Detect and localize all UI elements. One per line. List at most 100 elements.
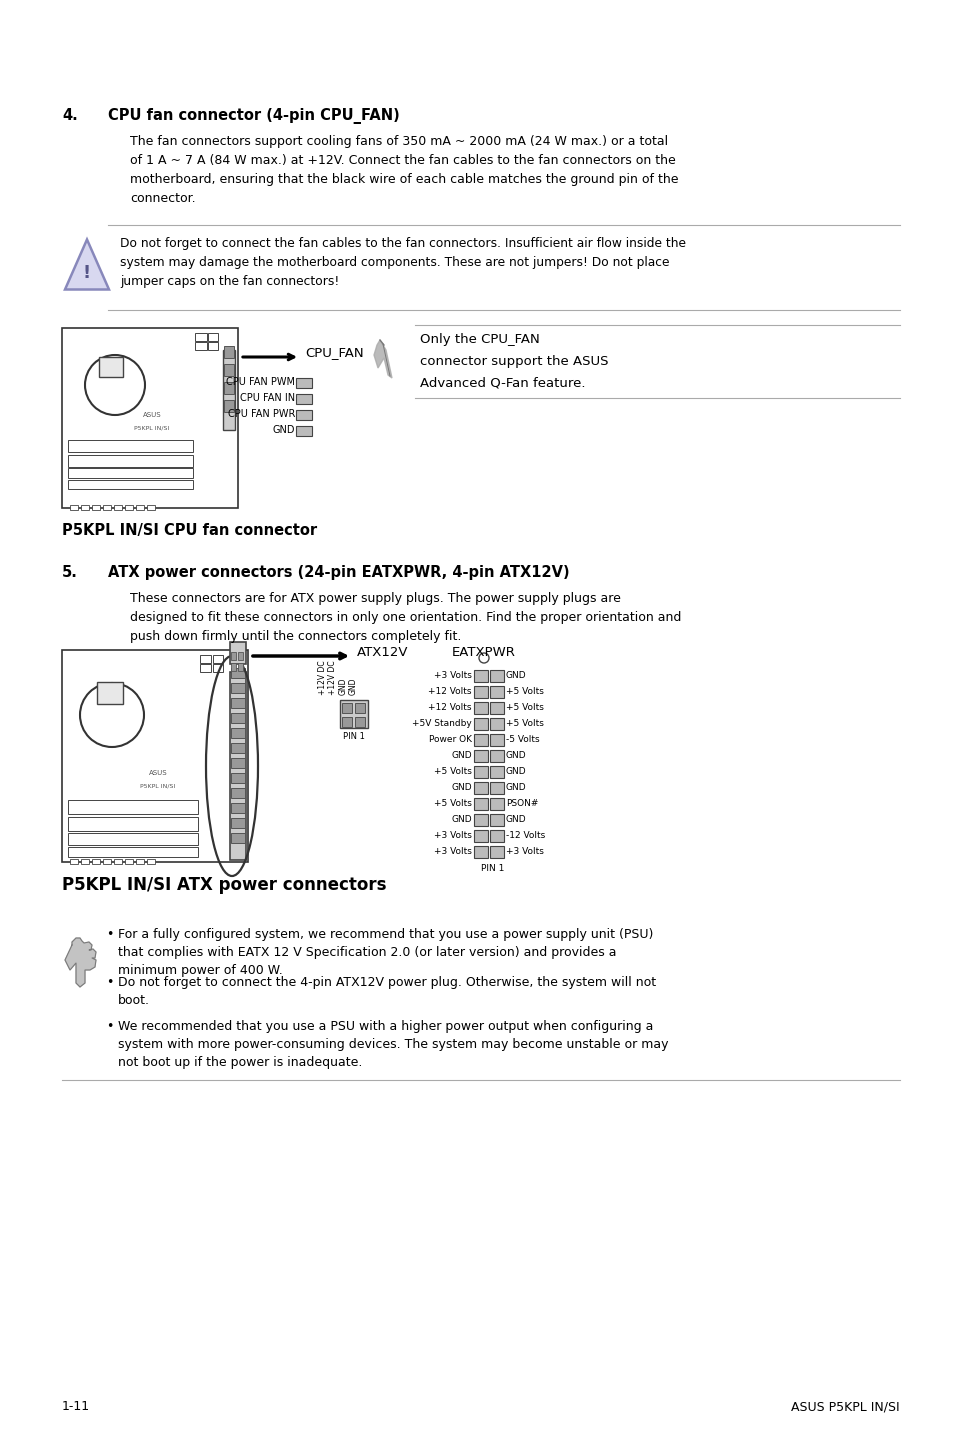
Text: GND: GND <box>273 425 294 435</box>
Bar <box>103 859 111 863</box>
Text: CPU_FAN: CPU_FAN <box>305 347 363 359</box>
Bar <box>194 342 207 349</box>
Circle shape <box>80 683 144 748</box>
Text: GND: GND <box>451 752 472 760</box>
Bar <box>231 663 235 672</box>
Bar <box>231 788 245 798</box>
Text: GND: GND <box>505 672 526 680</box>
Text: CPU fan connector (4-pin CPU_FAN): CPU fan connector (4-pin CPU_FAN) <box>108 107 399 125</box>
Text: GND: GND <box>505 752 526 760</box>
Text: +3 Volts: +3 Volts <box>434 848 472 856</box>
Bar <box>230 672 246 861</box>
Bar <box>224 382 233 394</box>
Bar <box>490 798 503 811</box>
Bar <box>474 750 488 762</box>
Text: GND: GND <box>451 815 472 825</box>
Bar <box>341 703 352 713</box>
Bar <box>147 859 154 863</box>
Bar <box>339 700 368 727</box>
Bar <box>125 859 132 863</box>
Bar <box>91 859 100 863</box>
Bar <box>200 664 211 672</box>
Bar <box>136 505 144 510</box>
Bar <box>230 642 246 664</box>
Text: +12 Volts: +12 Volts <box>428 687 472 696</box>
Bar <box>474 735 488 746</box>
Text: GND: GND <box>338 677 347 695</box>
Text: ASUS: ASUS <box>149 770 167 776</box>
Bar <box>68 846 198 856</box>
Text: Advanced Q-Fan feature.: Advanced Q-Fan feature. <box>419 377 585 390</box>
Polygon shape <box>65 239 109 289</box>
Text: of 1 A ~ 7 A (84 W max.) at +12V. Connect the fan cables to the fan connectors o: of 1 A ~ 7 A (84 W max.) at +12V. Connec… <box>130 155 675 168</box>
Text: P5KPL IN/SI: P5KPL IN/SI <box>134 425 170 431</box>
Bar <box>295 394 312 404</box>
Polygon shape <box>374 339 392 378</box>
Text: •: • <box>106 928 113 941</box>
Text: +12 Volts: +12 Volts <box>428 703 472 713</box>
Text: We recommended that you use a PSU with a higher power output when configuring a: We recommended that you use a PSU with a… <box>118 1020 653 1032</box>
Text: -12 Volts: -12 Volts <box>505 832 545 841</box>
Bar <box>490 702 503 715</box>
Bar <box>231 818 245 828</box>
Text: 1-11: 1-11 <box>62 1400 90 1413</box>
Circle shape <box>478 653 489 663</box>
Bar <box>474 813 488 826</box>
Bar <box>136 859 144 863</box>
Text: +5V Standby: +5V Standby <box>412 719 472 729</box>
Text: P5KPL IN/SI: P5KPL IN/SI <box>140 783 175 789</box>
Bar <box>62 328 237 508</box>
Bar <box>68 480 193 488</box>
Bar <box>231 773 245 783</box>
Text: not boot up if the power is inadequate.: not boot up if the power is inadequate. <box>118 1055 362 1070</box>
Text: jumper caps on the fan connectors!: jumper caps on the fan connectors! <box>120 275 339 288</box>
Bar <box>223 349 234 430</box>
Text: EATXPWR: EATXPWR <box>452 646 516 659</box>
Text: -5 Volts: -5 Volts <box>505 736 539 745</box>
Polygon shape <box>65 938 96 987</box>
Bar <box>68 468 193 478</box>
Text: +12V DC: +12V DC <box>318 660 327 695</box>
Bar <box>474 702 488 715</box>
Bar <box>113 505 122 510</box>
Bar <box>213 664 223 672</box>
Text: boot.: boot. <box>118 994 150 1007</box>
Text: P5KPL IN/SI CPU fan connector: P5KPL IN/SI CPU fan connector <box>62 523 316 538</box>
Bar <box>341 717 352 727</box>
Bar <box>490 686 503 697</box>
Bar <box>490 766 503 778</box>
Text: Power OK: Power OK <box>429 736 472 745</box>
Text: GND: GND <box>505 783 526 792</box>
Bar <box>474 670 488 682</box>
Text: P5KPL IN/SI ATX power connectors: P5KPL IN/SI ATX power connectors <box>62 876 386 894</box>
Bar <box>103 505 111 510</box>
Bar <box>231 758 245 768</box>
Text: +12V DC: +12V DC <box>328 660 337 695</box>
Bar <box>125 505 132 510</box>
Text: PSON#: PSON# <box>505 799 537 809</box>
Bar <box>200 654 211 663</box>
Bar <box>194 334 207 341</box>
Text: designed to fit these connectors in only one orientation. Find the proper orient: designed to fit these connectors in only… <box>130 611 680 624</box>
Text: connector.: connector. <box>130 192 195 205</box>
Text: +5 Volts: +5 Volts <box>434 799 472 809</box>
Text: ATX12V: ATX12V <box>356 646 408 659</box>
Bar <box>68 833 198 845</box>
Bar <box>490 750 503 762</box>
Text: !: ! <box>83 263 91 282</box>
Text: +5 Volts: +5 Volts <box>434 768 472 776</box>
Bar <box>295 378 312 388</box>
Bar <box>237 663 243 672</box>
Bar <box>474 686 488 697</box>
Bar <box>295 425 312 435</box>
Bar <box>68 800 198 813</box>
Text: GND: GND <box>505 815 526 825</box>
Text: +5 Volts: +5 Volts <box>505 719 543 729</box>
Bar <box>81 859 89 863</box>
Bar <box>231 713 245 723</box>
Bar <box>68 818 198 831</box>
Bar <box>147 505 154 510</box>
Text: motherboard, ensuring that the black wire of each cable matches the ground pin o: motherboard, ensuring that the black wir… <box>130 173 678 186</box>
Text: GND: GND <box>348 677 357 695</box>
Text: +5 Volts: +5 Volts <box>505 703 543 713</box>
